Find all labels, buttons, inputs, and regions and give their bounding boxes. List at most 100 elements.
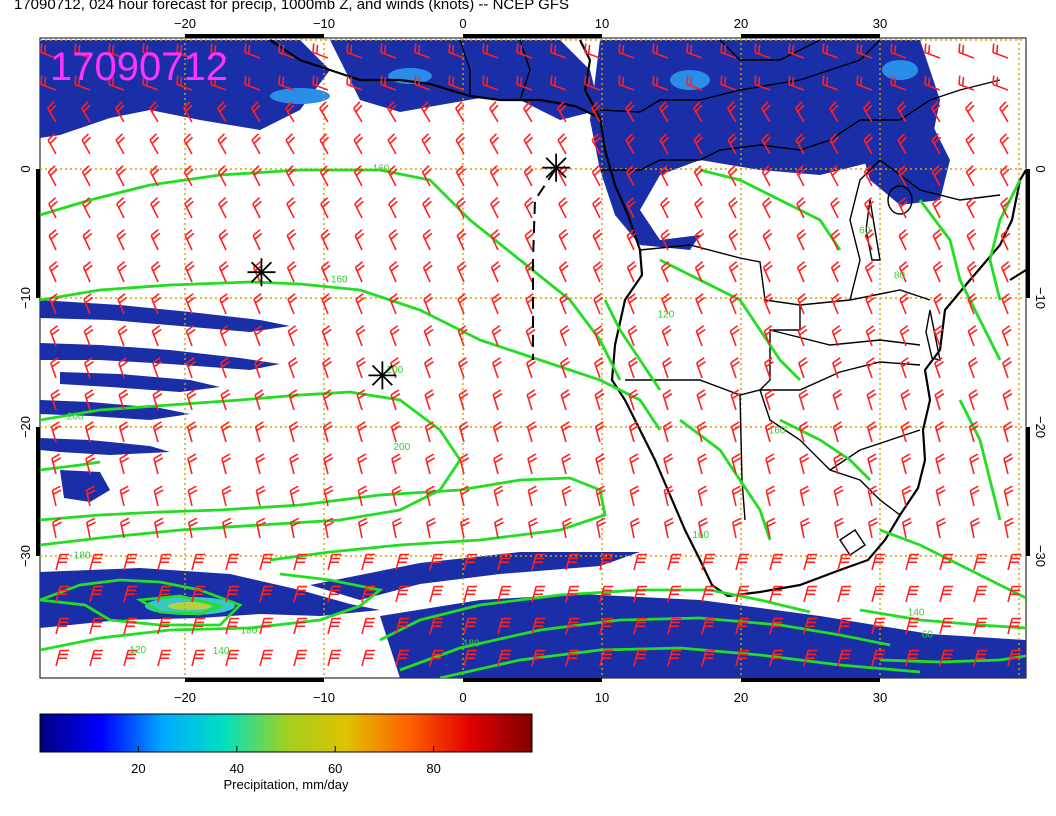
wind-barb — [659, 165, 670, 187]
wind-barb — [422, 229, 433, 251]
wind-barb — [322, 389, 333, 411]
wind-barb — [629, 517, 640, 539]
wind-barb — [599, 649, 614, 667]
wind-barb — [594, 421, 605, 443]
wind-barb — [176, 75, 193, 91]
wind-barb — [832, 421, 843, 443]
wind-barb — [191, 585, 206, 603]
wind-barb — [183, 165, 194, 187]
wind-barb — [490, 261, 501, 283]
wind-barb — [278, 75, 295, 91]
wind-barb — [662, 421, 673, 443]
wind-barb — [457, 357, 468, 379]
wind-barb — [49, 357, 60, 379]
wind-barb — [489, 101, 499, 123]
wind-barb — [40, 43, 57, 59]
wind-barb — [831, 325, 842, 347]
wind-barb — [48, 261, 59, 283]
wind-barb — [391, 453, 402, 475]
wind-barb — [429, 649, 444, 667]
wind-barb — [117, 293, 128, 315]
wind-barb — [218, 261, 229, 283]
wind-barb — [628, 389, 639, 411]
wind-barb — [388, 229, 399, 251]
wind-barb — [992, 75, 1009, 91]
wind-barb — [933, 325, 944, 347]
wind-barb — [321, 293, 332, 315]
wind-barb — [176, 43, 193, 59]
wind-barb — [901, 453, 912, 475]
wind-barb — [864, 229, 875, 251]
wind-barb — [797, 357, 808, 379]
wind-barb — [225, 585, 240, 603]
wind-barb — [457, 325, 468, 347]
wind-barb — [355, 293, 366, 315]
wind-barb — [219, 357, 230, 379]
wind-barb — [968, 421, 979, 443]
wind-barb — [422, 261, 433, 283]
wind-barb — [1001, 293, 1012, 315]
lat-tick-right-2: −20 — [1033, 416, 1048, 438]
wind-barb — [833, 517, 844, 539]
contour-label-3: 200 — [67, 411, 84, 422]
wind-barb — [798, 421, 809, 443]
wind-barb — [115, 133, 126, 155]
wind-barb — [523, 165, 534, 187]
wind-barb — [865, 293, 876, 315]
wind-barb — [458, 421, 469, 443]
wind-barb — [55, 649, 70, 667]
lon-tick-top-3: 10 — [595, 16, 609, 31]
wind-barb — [390, 421, 401, 443]
wind-barb — [490, 229, 501, 251]
wind-barb — [1007, 649, 1022, 667]
wind-barb — [221, 517, 232, 539]
wind-barb — [965, 101, 975, 123]
wind-barb — [497, 649, 512, 667]
wind-barb — [89, 649, 104, 667]
wind-barb — [833, 485, 844, 507]
wind-barb — [863, 165, 874, 187]
wind-barb — [795, 133, 806, 155]
wind-barb — [391, 485, 402, 507]
wind-barb — [900, 421, 911, 443]
wind-barb — [119, 485, 130, 507]
wind-barb — [591, 133, 602, 155]
wind-barb — [395, 649, 410, 667]
wind-barb — [829, 165, 840, 187]
wind-barb — [729, 293, 740, 315]
wind-barb — [663, 485, 674, 507]
wind-barb — [898, 261, 909, 283]
wind-barb — [455, 133, 466, 155]
wind-barb — [905, 585, 920, 603]
wind-barb — [220, 421, 231, 443]
wind-barb — [830, 261, 841, 283]
wind-barb — [965, 165, 976, 187]
wind-barb — [152, 389, 163, 411]
wind-barb — [924, 75, 941, 91]
wind-barb — [558, 261, 569, 283]
wind-barb — [696, 389, 707, 411]
wind-barb — [934, 389, 945, 411]
lon-tick-labels-top: −20 −10 0 10 20 30 — [174, 16, 887, 31]
wind-barb — [652, 75, 669, 91]
wind-barb — [119, 453, 130, 475]
wind-barb — [117, 325, 128, 347]
wind-barb — [254, 389, 265, 411]
wind-barb — [287, 357, 298, 379]
wind-barb — [252, 197, 262, 219]
wind-barb — [225, 649, 240, 667]
wind-barb — [289, 517, 300, 539]
wind-barb — [84, 389, 95, 411]
wind-barb — [762, 261, 773, 283]
wind-barb — [425, 485, 436, 507]
wind-barb — [423, 293, 434, 315]
wind-barb — [491, 293, 502, 315]
wind-barb — [595, 517, 606, 539]
wind-barb — [278, 43, 295, 59]
wind-barb — [728, 229, 739, 251]
wind-barb — [523, 133, 534, 155]
wind-barb — [55, 585, 70, 603]
wind-barb — [625, 101, 635, 123]
wind-barb — [932, 229, 943, 251]
wind-barb — [899, 357, 910, 379]
